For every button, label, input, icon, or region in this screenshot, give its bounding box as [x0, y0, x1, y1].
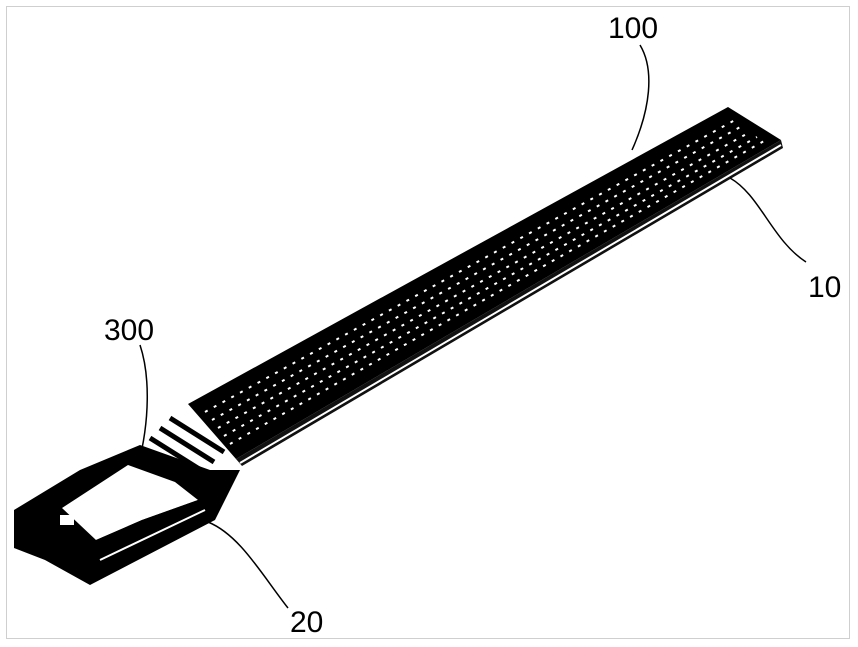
label-100: 100	[608, 12, 658, 45]
strip-top-surface	[188, 107, 781, 459]
leader-100	[631, 44, 650, 151]
leader-10	[729, 177, 807, 263]
strip-head	[14, 445, 240, 585]
strip-edge-highlight	[239, 144, 782, 464]
test-strip	[148, 107, 783, 475]
label-300: 300	[104, 314, 154, 347]
strip-texture	[204, 119, 765, 445]
leader-300	[137, 344, 148, 467]
head-edge-highlight	[99, 509, 206, 561]
reaction-window	[62, 465, 198, 540]
leader-lines	[137, 44, 807, 609]
label-20: 20	[290, 606, 323, 639]
head-notch	[60, 515, 74, 525]
head-inner-shade	[96, 500, 205, 552]
leader-20	[207, 521, 289, 609]
label-10: 10	[808, 271, 841, 304]
